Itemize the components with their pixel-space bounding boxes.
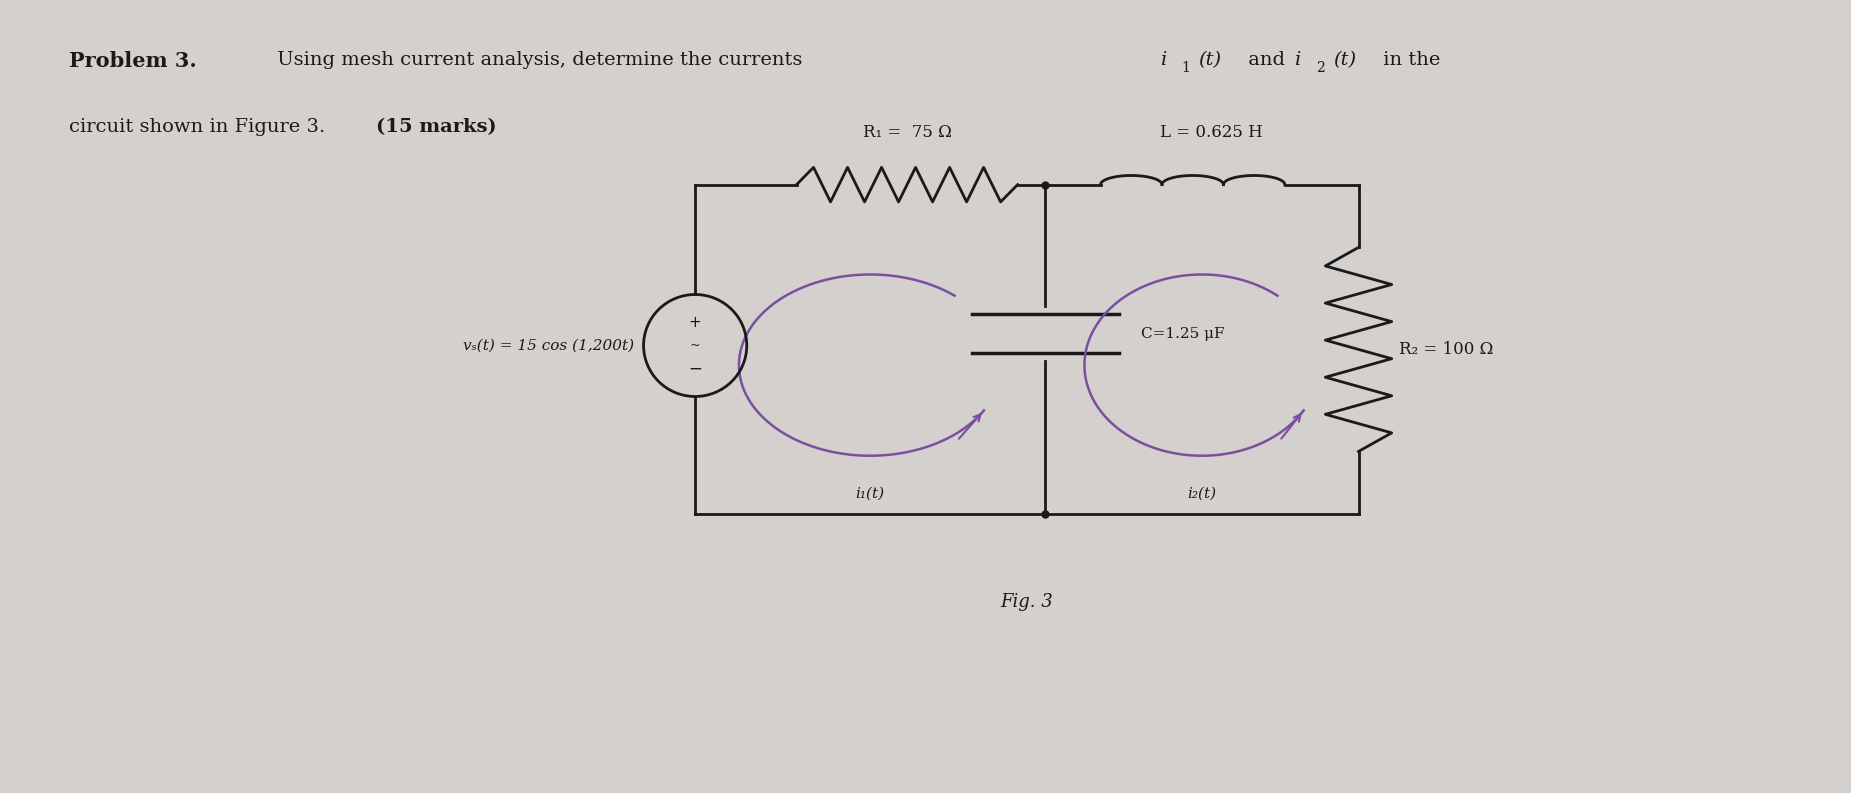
Text: L = 0.625 H: L = 0.625 H bbox=[1161, 125, 1262, 141]
Text: in the: in the bbox=[1377, 52, 1440, 69]
Text: R₁ =  75 Ω: R₁ = 75 Ω bbox=[863, 125, 951, 141]
Text: Problem 3.: Problem 3. bbox=[68, 52, 196, 71]
Text: and: and bbox=[1242, 52, 1292, 69]
Text: Using mesh current analysis, determine the currents: Using mesh current analysis, determine t… bbox=[272, 52, 809, 69]
Text: 2: 2 bbox=[1316, 60, 1325, 75]
Text: Fig. 3: Fig. 3 bbox=[1001, 592, 1053, 611]
Text: i₂(t): i₂(t) bbox=[1186, 487, 1216, 501]
Text: vₛ(t) = 15 cos (1,200t): vₛ(t) = 15 cos (1,200t) bbox=[463, 339, 635, 353]
Text: C=1.25 μF: C=1.25 μF bbox=[1140, 327, 1225, 341]
Text: −: − bbox=[689, 359, 702, 377]
Text: i: i bbox=[1159, 52, 1166, 69]
Text: +: + bbox=[689, 315, 702, 330]
Text: (15 marks): (15 marks) bbox=[376, 118, 498, 136]
Text: i₁(t): i₁(t) bbox=[855, 487, 885, 501]
Text: ~: ~ bbox=[690, 339, 700, 352]
Text: (t): (t) bbox=[1198, 52, 1222, 69]
Text: circuit shown in Figure 3.: circuit shown in Figure 3. bbox=[68, 118, 331, 136]
Text: 1: 1 bbox=[1181, 60, 1190, 75]
Text: R₂ = 100 Ω: R₂ = 100 Ω bbox=[1399, 341, 1494, 358]
Text: (t): (t) bbox=[1333, 52, 1355, 69]
Text: i: i bbox=[1294, 52, 1299, 69]
